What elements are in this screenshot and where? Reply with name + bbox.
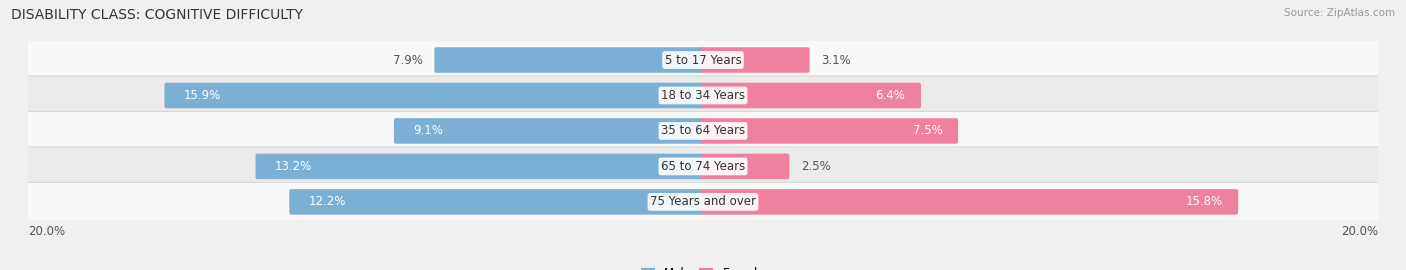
FancyBboxPatch shape bbox=[394, 118, 704, 144]
FancyBboxPatch shape bbox=[25, 40, 1381, 80]
Text: 75 Years and over: 75 Years and over bbox=[650, 195, 756, 208]
FancyBboxPatch shape bbox=[25, 182, 1381, 221]
FancyBboxPatch shape bbox=[702, 83, 921, 108]
FancyBboxPatch shape bbox=[702, 189, 1239, 215]
FancyBboxPatch shape bbox=[434, 47, 704, 73]
FancyBboxPatch shape bbox=[25, 76, 1381, 115]
Text: 15.8%: 15.8% bbox=[1185, 195, 1223, 208]
FancyBboxPatch shape bbox=[702, 47, 810, 73]
Text: 13.2%: 13.2% bbox=[274, 160, 312, 173]
Text: 18 to 34 Years: 18 to 34 Years bbox=[661, 89, 745, 102]
FancyBboxPatch shape bbox=[256, 154, 704, 179]
Legend: Male, Female: Male, Female bbox=[636, 262, 770, 270]
FancyBboxPatch shape bbox=[702, 154, 789, 179]
FancyBboxPatch shape bbox=[702, 118, 957, 144]
FancyBboxPatch shape bbox=[290, 189, 704, 215]
Text: DISABILITY CLASS: COGNITIVE DIFFICULTY: DISABILITY CLASS: COGNITIVE DIFFICULTY bbox=[11, 8, 304, 22]
FancyBboxPatch shape bbox=[165, 83, 704, 108]
Text: 12.2%: 12.2% bbox=[308, 195, 346, 208]
Text: 6.4%: 6.4% bbox=[876, 89, 905, 102]
Text: 7.5%: 7.5% bbox=[912, 124, 942, 137]
Text: 5 to 17 Years: 5 to 17 Years bbox=[665, 53, 741, 66]
Text: 2.5%: 2.5% bbox=[801, 160, 831, 173]
Text: 65 to 74 Years: 65 to 74 Years bbox=[661, 160, 745, 173]
FancyBboxPatch shape bbox=[25, 112, 1381, 150]
Text: Source: ZipAtlas.com: Source: ZipAtlas.com bbox=[1284, 8, 1395, 18]
Text: 7.9%: 7.9% bbox=[394, 53, 423, 66]
Text: 20.0%: 20.0% bbox=[28, 225, 65, 238]
Text: 35 to 64 Years: 35 to 64 Years bbox=[661, 124, 745, 137]
Text: 3.1%: 3.1% bbox=[821, 53, 851, 66]
Text: 20.0%: 20.0% bbox=[1341, 225, 1378, 238]
Text: 9.1%: 9.1% bbox=[413, 124, 443, 137]
FancyBboxPatch shape bbox=[25, 147, 1381, 186]
Text: 15.9%: 15.9% bbox=[183, 89, 221, 102]
